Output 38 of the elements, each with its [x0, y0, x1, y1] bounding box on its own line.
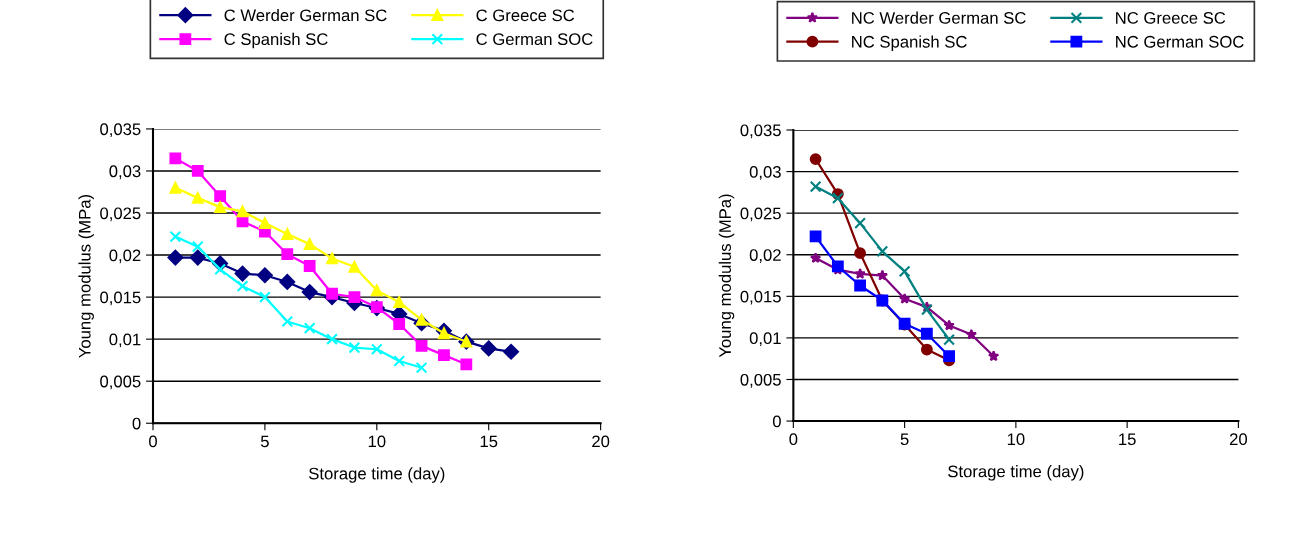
x-tick-label: 0 — [789, 433, 798, 446]
y-tick-label: 0,005 — [740, 373, 781, 388]
x-tick-label: 20 — [1229, 433, 1248, 446]
x-tick-label: 10 — [1007, 433, 1025, 446]
y-tick-label: 0,02 — [749, 249, 781, 263]
y-tick-label: 0,03 — [749, 165, 781, 180]
y-axis-title: Young modulus (MPa) — [718, 194, 735, 358]
legend-label: NC Spanish SC — [852, 35, 967, 51]
legend-label: C Spanish SC — [224, 32, 328, 49]
legend-label: C Greece SC — [476, 9, 575, 22]
legend-label: C German SOC — [476, 33, 593, 46]
x-tick-label: 15 — [480, 435, 498, 448]
legend-label: C Werder German SC — [224, 8, 387, 22]
legend-label: NC German SOC — [1116, 35, 1244, 48]
y-tick-label: 0,025 — [100, 207, 141, 222]
y-tick-label: 0,015 — [740, 290, 781, 305]
x-tick-label: 10 — [368, 435, 386, 448]
y-tick-label: 0,01 — [749, 332, 781, 347]
x-tick-label: 5 — [260, 435, 269, 448]
x-tick-label: 0 — [149, 435, 157, 448]
legend-label: NC Greece SC — [1116, 12, 1226, 24]
x-axis-title: Storage time (day) — [309, 467, 445, 483]
x-tick-label: 15 — [1119, 433, 1136, 446]
x-tick-label: 20 — [592, 435, 610, 448]
y-tick-label: 0,005 — [100, 375, 141, 390]
y-tick-label: 0,015 — [100, 291, 141, 306]
y-tick-label: 0,01 — [109, 333, 141, 348]
y-tick-label: 0,03 — [109, 165, 141, 180]
y-tick-label: 0 — [132, 417, 141, 430]
y-tick-label: 0,02 — [109, 249, 141, 264]
y-tick-label: 0 — [772, 415, 781, 428]
legend-label: NC Werder German SC — [852, 11, 1026, 24]
x-axis-title: Storage time (day) — [948, 465, 1084, 481]
x-tick-label: 5 — [900, 433, 909, 446]
y-tick-label: 0,035 — [100, 123, 141, 138]
y-axis-title: Young modulus (MPa) — [78, 194, 94, 358]
y-tick-label: 0,025 — [740, 207, 781, 222]
y-tick-label: 0,035 — [740, 124, 781, 139]
